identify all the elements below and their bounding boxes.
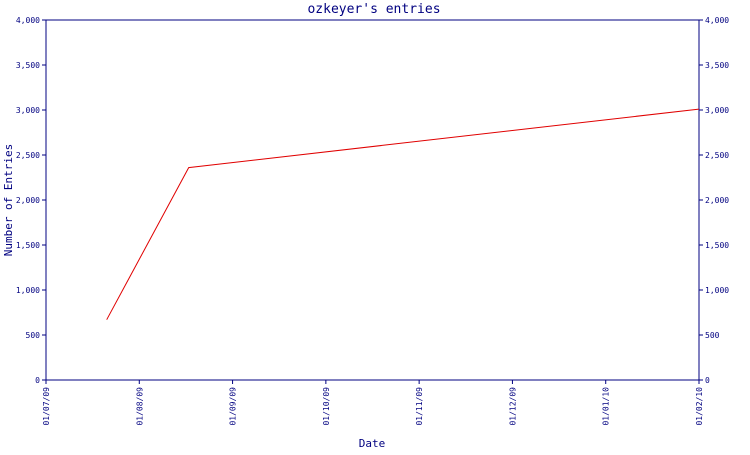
x-tick-label: 01/01/10 [602,387,611,426]
x-tick-label: 01/02/10 [695,387,704,426]
x-tick-label: 01/08/09 [135,387,144,426]
x-tick-label: 01/09/09 [229,387,238,426]
x-tick-label: 01/10/09 [322,387,331,426]
y-tick-label: 3,500 [16,61,40,70]
y-axis-right: 0 500 1,000 1,500 2,000 2,500 3,000 3,500 4,000 [699,16,729,385]
plot-border [45,19,700,381]
y-tick-label-right: 1,000 [705,286,729,295]
x-tick-label: 01/11/09 [415,387,424,426]
series-line [106,108,700,320]
y-tick-label: 500 [26,331,41,340]
y-tick-label: 0 [35,376,40,385]
y-tick-label-right: 1,500 [705,241,729,250]
y-axis-label: Number of Entries [2,144,15,257]
y-tick-label: 1,500 [16,241,40,250]
y-tick-label-right: 500 [705,331,720,340]
y-axis-left: 0 500 1,000 1,500 2,000 2,500 3,000 3,500 4,000 [16,16,46,385]
y-tick-label-right: 4,000 [705,16,729,25]
x-axis-label: Date [359,437,386,450]
y-tick-label: 2,000 [16,196,40,205]
series-layer [106,108,700,320]
y-tick-label: 3,000 [16,106,40,115]
x-tick-label: 01/12/09 [508,387,517,426]
y-tick-label-right: 2,000 [705,196,729,205]
x-axis: 01/07/09 01/08/09 01/09/09 01/10/09 01/11/09… [42,380,704,426]
plot-frame [45,19,700,381]
x-tick-label: 01/07/09 [42,387,51,426]
y-tick-label: 2,500 [16,151,40,160]
y-tick-label-right: 3,500 [705,61,729,70]
chart-title: ozkeyer's entries [307,2,440,17]
y-tick-label-right: 0 [705,376,710,385]
y-tick-label: 4,000 [16,16,40,25]
y-tick-label-right: 3,000 [705,106,729,115]
y-tick-label: 1,000 [16,286,40,295]
y-tick-label-right: 2,500 [705,151,729,160]
